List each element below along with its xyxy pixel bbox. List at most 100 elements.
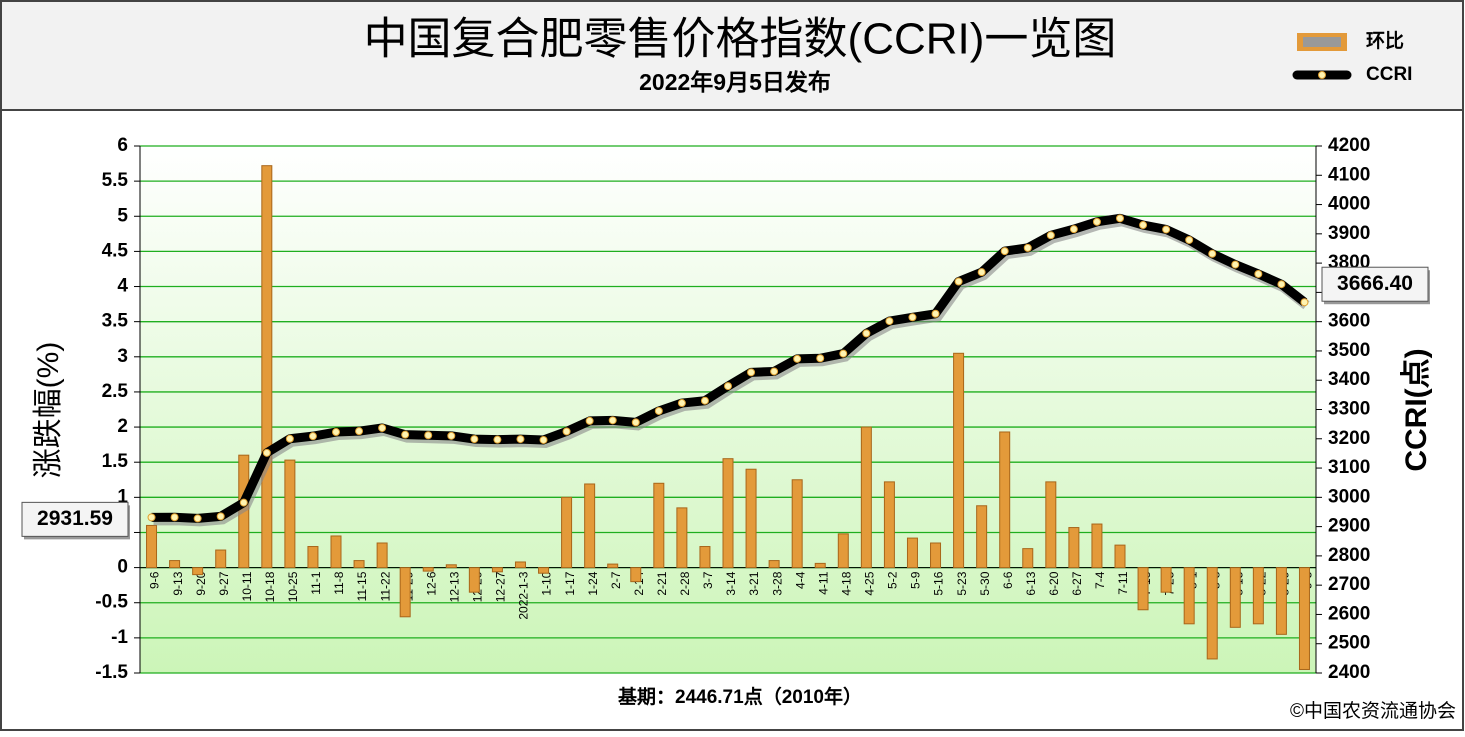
point xyxy=(908,313,917,322)
point xyxy=(193,514,202,523)
y2-tick-label: 3500 xyxy=(1328,340,1370,361)
y2-tick-label: 2500 xyxy=(1328,633,1370,654)
bar xyxy=(584,483,596,569)
point xyxy=(447,431,456,440)
x-tick-label: 4-11 xyxy=(816,571,830,594)
bar xyxy=(1022,548,1034,569)
y2-tick-label: 4000 xyxy=(1328,194,1370,215)
bar xyxy=(699,546,711,569)
y-tick-label: 1.5 xyxy=(102,451,129,472)
y2-tick-label: 4200 xyxy=(1328,135,1370,156)
y-tick-label: 3 xyxy=(117,346,128,367)
point xyxy=(308,432,317,441)
x-tick-label: 4-18 xyxy=(839,571,853,595)
y2-tick-label: 2800 xyxy=(1328,545,1370,566)
bar xyxy=(630,567,642,583)
point xyxy=(885,317,894,326)
point xyxy=(747,368,756,377)
bar xyxy=(1206,567,1218,660)
x-tick-label: 11-8 xyxy=(332,571,346,594)
y-tick-label: 5 xyxy=(117,205,128,226)
x-tick-label: 6-6 xyxy=(1001,571,1015,589)
bar xyxy=(468,567,480,593)
point xyxy=(931,309,940,318)
y-tick-label: 1 xyxy=(117,486,128,507)
point xyxy=(1300,298,1309,307)
point xyxy=(378,423,387,432)
bar xyxy=(745,468,757,569)
bar xyxy=(1068,527,1080,569)
bar xyxy=(676,507,688,569)
bar xyxy=(284,459,296,569)
point xyxy=(1162,225,1171,234)
x-tick-label: 6-13 xyxy=(1024,571,1038,595)
bar xyxy=(1229,567,1241,628)
x-tick-label: 4-25 xyxy=(863,571,877,595)
x-tick-label: 1-10 xyxy=(540,571,554,595)
header xyxy=(0,0,1464,111)
y-tick-label: -1 xyxy=(111,627,128,648)
bar xyxy=(1275,567,1287,635)
y2-tick-label: 3300 xyxy=(1328,399,1370,420)
bar xyxy=(814,562,826,569)
bar xyxy=(215,549,227,569)
bar xyxy=(768,560,780,569)
footnote: 基期：2446.71点（2010年） xyxy=(617,685,862,708)
legend-label: CCRI xyxy=(1366,64,1412,85)
chart-subtitle: 2022年9月5日发布 xyxy=(639,69,831,95)
bar xyxy=(1091,523,1103,569)
bar xyxy=(906,537,918,569)
y2-tick-label: 2900 xyxy=(1328,516,1370,537)
point xyxy=(1231,260,1240,269)
chart-title: 中国复合肥零售价格指数(CCRI)一览图 xyxy=(364,15,1117,64)
bar xyxy=(561,496,573,569)
point xyxy=(470,435,479,444)
x-tick-label: 2022-1-3 xyxy=(517,571,531,619)
point xyxy=(493,435,502,444)
y-tick-label: 2.5 xyxy=(102,381,129,402)
bar xyxy=(1183,567,1195,625)
point xyxy=(1069,225,1078,234)
point xyxy=(677,399,686,408)
y2-tick-label: 4100 xyxy=(1328,164,1370,185)
y2-tick-label: 2700 xyxy=(1328,574,1370,595)
y-tick-label: 2 xyxy=(117,416,128,437)
bar xyxy=(353,560,365,569)
x-tick-label: 2-28 xyxy=(678,571,692,595)
x-tick-label: 11-22 xyxy=(378,571,392,601)
x-tick-label: 9-6 xyxy=(148,571,162,589)
point xyxy=(1023,243,1032,252)
legend-swatch-inner xyxy=(1303,37,1341,47)
point xyxy=(1092,217,1101,226)
y-tick-label: 4 xyxy=(117,276,128,297)
legend-point xyxy=(1318,71,1326,79)
x-tick-label: 9-13 xyxy=(171,571,185,595)
bar xyxy=(445,564,457,569)
y-tick-label: 3.5 xyxy=(102,311,129,332)
y2-tick-label: 2400 xyxy=(1328,662,1370,683)
point xyxy=(170,513,179,522)
x-tick-label: 6-20 xyxy=(1047,571,1061,595)
bar xyxy=(399,567,411,618)
frame xyxy=(0,109,1464,731)
value-label-box xyxy=(21,501,129,537)
point xyxy=(216,512,225,521)
x-tick-label: 5-30 xyxy=(978,571,992,595)
x-tick-label: 6-27 xyxy=(1070,571,1084,595)
y2-tick-label: 3000 xyxy=(1328,486,1370,507)
x-tick-label: 7-4 xyxy=(1093,571,1107,589)
source: ©中国农资流通协会 xyxy=(1290,700,1456,722)
x-tick-label: 10-18 xyxy=(263,571,277,602)
bar xyxy=(860,426,872,569)
x-tick-label: 9-20 xyxy=(194,571,208,595)
point xyxy=(355,427,364,436)
bar xyxy=(491,567,503,573)
bar xyxy=(1137,567,1149,611)
x-tick-label: 4-4 xyxy=(793,571,807,589)
point xyxy=(332,428,340,437)
point xyxy=(424,431,433,440)
bar xyxy=(169,560,181,569)
y2-tick-label: 2600 xyxy=(1328,603,1370,624)
legend-label: 环比 xyxy=(1366,30,1404,52)
